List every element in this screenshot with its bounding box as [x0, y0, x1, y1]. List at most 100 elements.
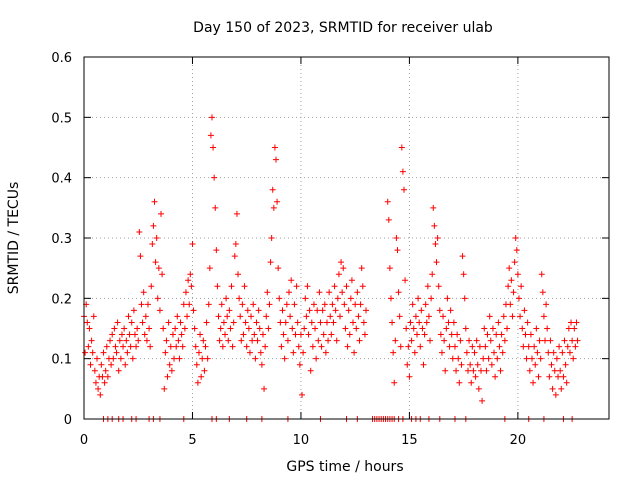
data-point [536, 337, 543, 344]
data-point [263, 313, 270, 320]
data-point [555, 373, 562, 380]
data-point [177, 319, 184, 326]
data-point [94, 355, 101, 362]
data-point [287, 313, 294, 320]
data-point [500, 313, 507, 320]
y-tick-label: 0.4 [51, 172, 72, 187]
data-point [418, 307, 425, 314]
data-point [312, 325, 319, 332]
x-tick-label: 20 [510, 433, 527, 448]
x-tick-label: 15 [401, 433, 418, 448]
data-point [313, 355, 320, 362]
data-point [158, 210, 165, 217]
data-point [272, 156, 279, 163]
data-point [455, 355, 462, 362]
data-point [351, 349, 358, 356]
data-point [176, 355, 183, 362]
data-point [573, 319, 580, 326]
data-point [286, 289, 293, 296]
data-point [159, 271, 166, 278]
data-point [187, 271, 194, 278]
data-point [82, 349, 89, 356]
data-point [148, 283, 155, 290]
data-point [431, 222, 438, 229]
data-point [421, 331, 428, 338]
data-point [497, 367, 504, 374]
data-point [564, 343, 571, 350]
data-point [338, 259, 345, 266]
data-point [198, 373, 205, 380]
data-point [422, 301, 429, 308]
data-point [135, 337, 142, 344]
data-point [501, 337, 508, 344]
data-point [186, 301, 193, 308]
data-point [185, 277, 192, 284]
data-point [568, 319, 575, 326]
data-point [429, 271, 436, 278]
data-point [127, 343, 134, 350]
data-point [192, 343, 199, 350]
data-point [100, 349, 107, 356]
data-point [395, 289, 402, 296]
data-point [475, 385, 482, 392]
y-tick-label: 0.6 [51, 51, 72, 66]
data-point [522, 331, 529, 338]
data-point [558, 385, 565, 392]
data-point [447, 307, 454, 314]
data-point [464, 367, 471, 374]
data-point [569, 337, 576, 344]
data-point [256, 325, 263, 332]
data-point [296, 361, 303, 368]
data-point [245, 325, 252, 332]
data-point [565, 325, 572, 332]
data-point [405, 343, 412, 350]
data-point [204, 355, 211, 362]
data-point [487, 337, 494, 344]
data-point [297, 331, 304, 338]
data-point [184, 313, 191, 320]
data-point [510, 289, 517, 296]
data-point [449, 355, 456, 362]
data-points [81, 114, 581, 422]
data-point [523, 355, 530, 362]
data-point [161, 385, 168, 392]
data-point [498, 331, 505, 338]
data-point [560, 373, 567, 380]
data-point [275, 265, 282, 272]
data-point [112, 343, 119, 350]
data-point [266, 301, 273, 308]
data-point [222, 331, 229, 338]
data-point [102, 367, 109, 374]
data-point [129, 355, 136, 362]
data-point [249, 337, 256, 344]
data-point [138, 301, 145, 308]
data-point [481, 325, 488, 332]
data-point [550, 349, 557, 356]
data-point [253, 319, 260, 326]
data-point [436, 307, 443, 314]
data-point [236, 295, 243, 302]
data-point [120, 343, 127, 350]
data-point [427, 337, 434, 344]
data-point [281, 355, 288, 362]
data-point [205, 301, 212, 308]
data-point [574, 337, 581, 344]
data-point [326, 289, 333, 296]
data-point [360, 319, 367, 326]
data-point [508, 277, 515, 284]
data-point [323, 319, 330, 326]
data-point [87, 361, 94, 368]
data-point [320, 331, 327, 338]
data-point [419, 325, 426, 332]
data-point [548, 361, 555, 368]
data-point [295, 343, 302, 350]
data-point [228, 283, 235, 290]
data-point [359, 283, 366, 290]
data-point [457, 337, 464, 344]
data-point [495, 319, 502, 326]
data-point [485, 355, 492, 362]
data-point [163, 337, 170, 344]
data-point [468, 379, 475, 386]
data-point [494, 355, 501, 362]
data-point [331, 283, 338, 290]
